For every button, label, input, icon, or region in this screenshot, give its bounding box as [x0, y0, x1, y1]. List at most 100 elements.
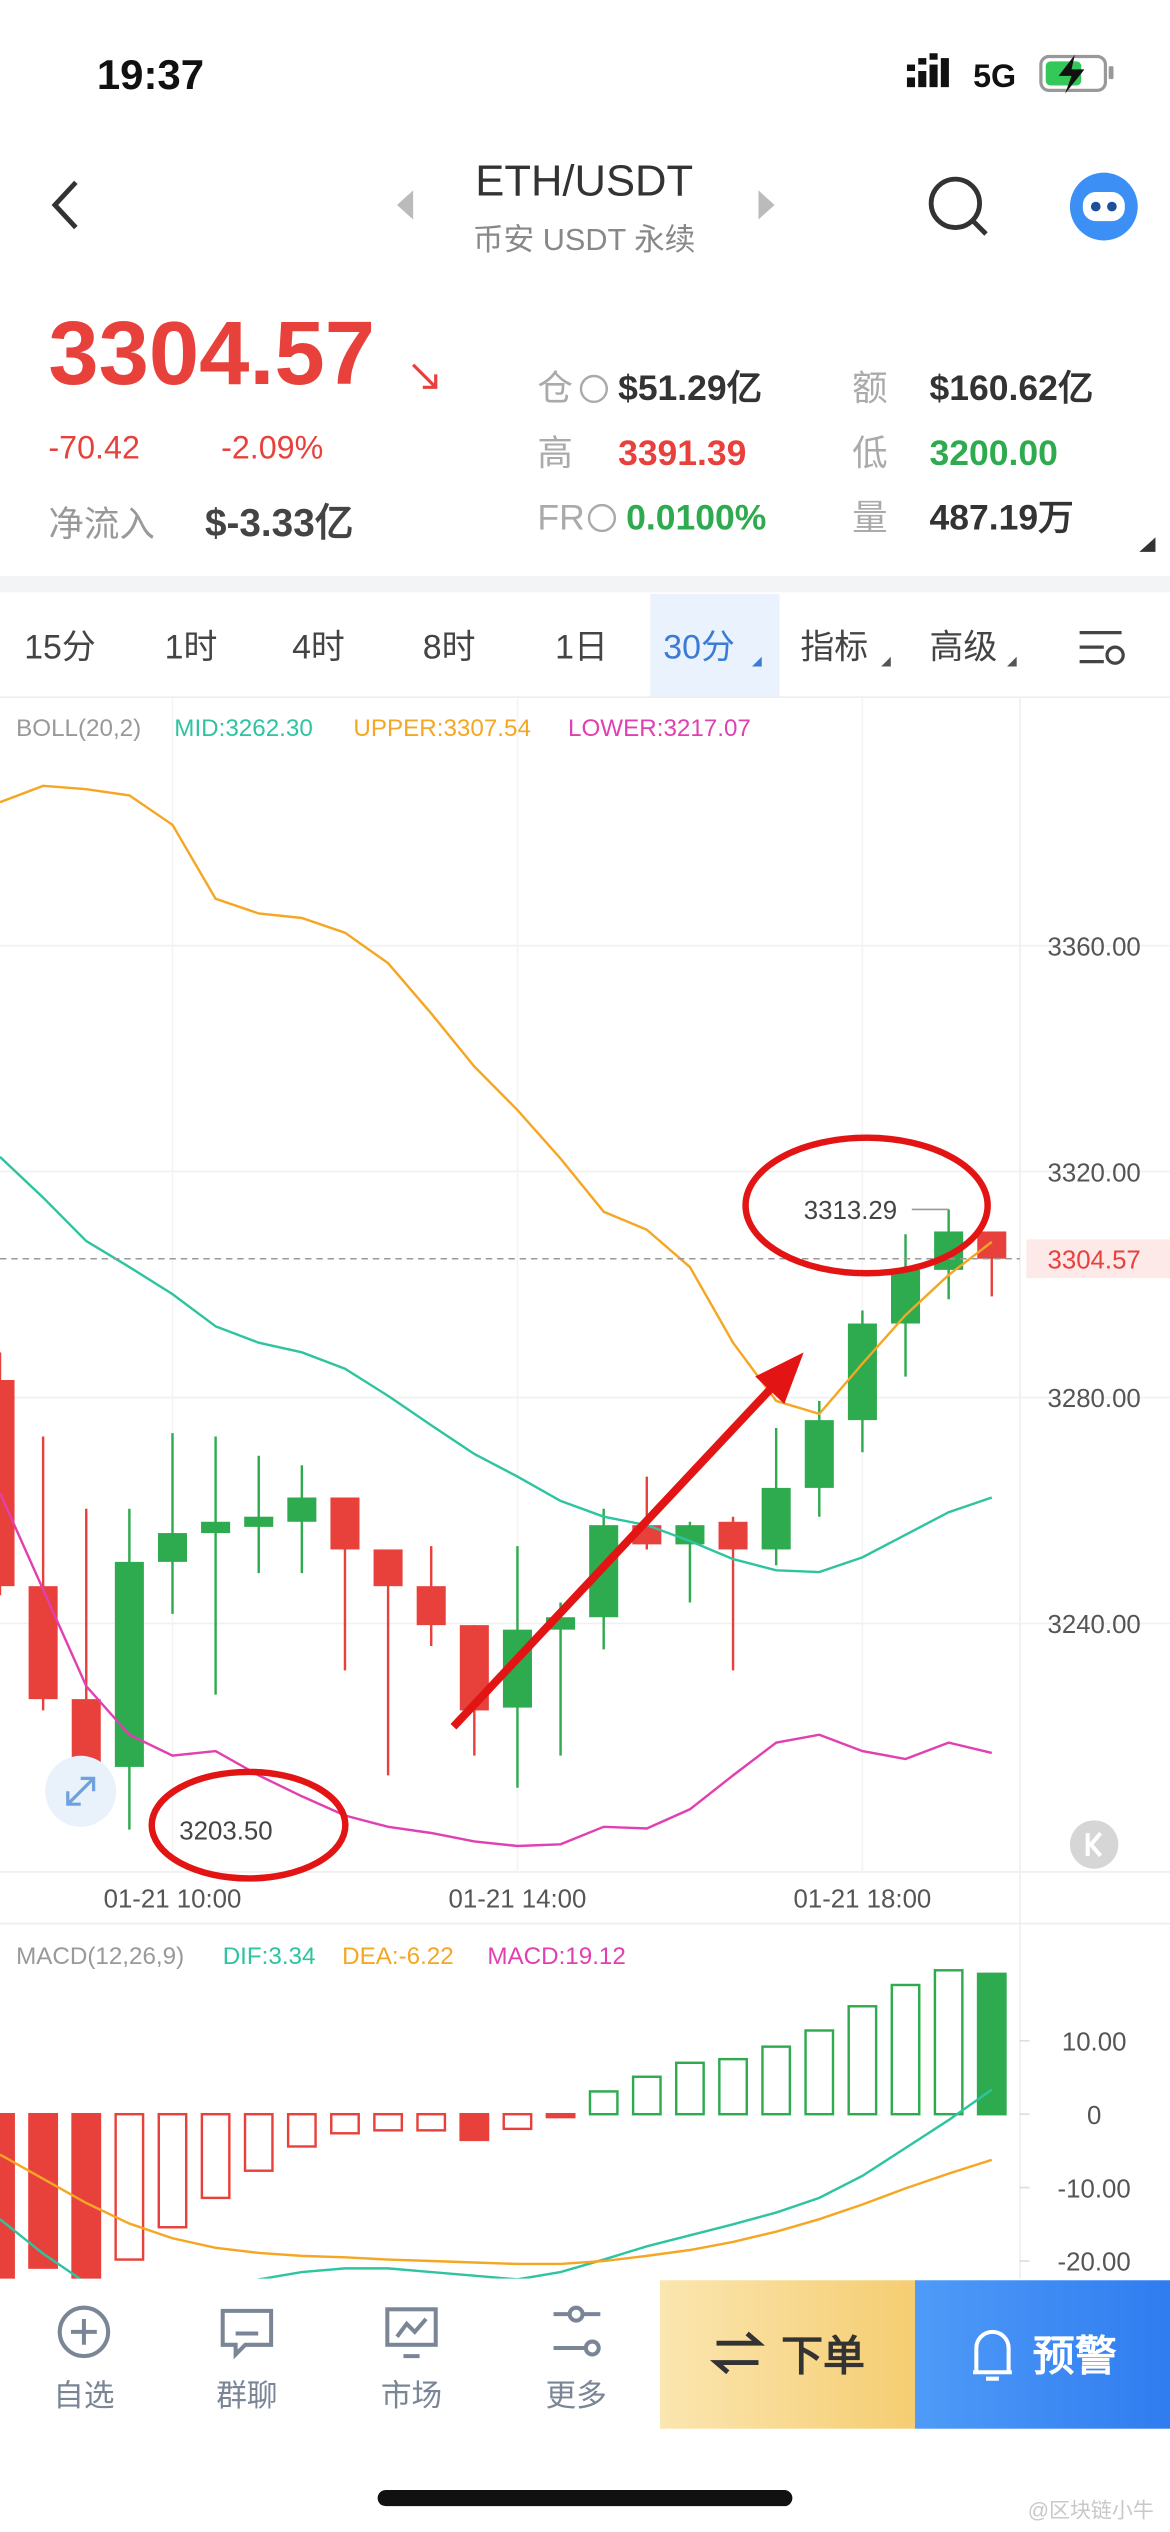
nav-item[interactable]: 市场 — [381, 2379, 442, 2413]
macd-bar — [761, 2045, 792, 2116]
macd-bar — [28, 2112, 59, 2269]
order-button[interactable] — [660, 2280, 916, 2429]
expand-button[interactable] — [45, 1755, 117, 1827]
macd-bar — [0, 2112, 15, 2279]
net-inflow: $-3.33亿 — [205, 502, 354, 545]
candle-body — [977, 1231, 1007, 1259]
candle-body — [28, 1586, 58, 1700]
candle-body — [373, 1549, 403, 1587]
boll-line — [0, 1492, 993, 1848]
change: -70.42 — [48, 429, 139, 465]
macd-bar — [114, 2112, 145, 2261]
timeframe-tab[interactable]: 1时 — [165, 628, 218, 666]
timeframe-tab[interactable]: 4时 — [292, 628, 345, 666]
macd-bar — [243, 2112, 274, 2172]
expand-corner[interactable] — [1139, 537, 1156, 552]
back-button[interactable] — [51, 180, 78, 230]
stat-label: 高 — [537, 433, 573, 473]
candles — [0, 784, 1007, 1848]
macd-legend: DEA:-6.22 — [342, 1943, 454, 1970]
reset-button[interactable] — [1069, 1820, 1119, 1869]
timeframe-tab[interactable]: 30分 — [663, 628, 735, 666]
dropdown-marks — [752, 656, 1017, 667]
y-tick-label: 3320.00 — [1047, 1159, 1140, 1187]
timeframe-tab[interactable]: 指标 — [800, 628, 868, 666]
last-price-tag — [1026, 1239, 1170, 1279]
high-label: 3313.29 — [804, 1197, 897, 1225]
pair-title: ETH/USDT — [475, 157, 693, 205]
y-tick-label: -20.00 — [1058, 2249, 1131, 2277]
macd-bar — [674, 2061, 705, 2116]
trend-arrow — [450, 1381, 778, 1730]
nav-item[interactable]: 自选 — [53, 2379, 114, 2413]
macd-bar — [373, 2112, 404, 2132]
y-tick-label: 3280.00 — [1047, 1385, 1140, 1413]
avatar[interactable] — [1069, 172, 1138, 241]
help-icon[interactable] — [579, 374, 617, 533]
x-tick-label: 01-21 18:00 — [794, 1885, 932, 1913]
macd-bar — [976, 1972, 1007, 2116]
nav-item[interactable]: 更多 — [545, 2379, 606, 2413]
y-tick-label: 3360.00 — [1047, 933, 1140, 961]
nav-bg — [0, 2280, 661, 2429]
indicator-legend: UPPER:3307.54 — [353, 715, 531, 742]
indicator-legend: MID:3262.30 — [174, 715, 312, 742]
settings-icon[interactable] — [1079, 630, 1125, 665]
candle-body — [847, 1323, 877, 1421]
candle-body — [71, 1699, 101, 1767]
trend-arrowhead — [755, 1352, 804, 1404]
last-price-label: 3304.57 — [1047, 1246, 1140, 1274]
macd-bar — [847, 2005, 878, 2116]
macd-legend: MACD:19.12 — [487, 1943, 625, 1970]
search-button[interactable] — [928, 176, 988, 236]
stat-label: 仓 — [537, 368, 573, 408]
macd-bar — [286, 2112, 317, 2148]
order-label[interactable]: 下单 — [781, 2333, 865, 2380]
nav-item[interactable]: 群聊 — [216, 2379, 277, 2413]
watermark: @区块链小牛 — [1028, 2499, 1154, 2522]
prev-pair[interactable] — [396, 190, 414, 220]
timeframe-tab[interactable]: 高级 — [930, 628, 998, 666]
macd-bar — [804, 2029, 835, 2116]
macd-bar — [71, 2112, 102, 2279]
boll-line — [0, 1156, 993, 1574]
timeframe-tab[interactable]: 15分 — [24, 628, 96, 666]
candle-body — [244, 1516, 274, 1527]
stat-label: FR — [537, 497, 584, 537]
indicator-legend: BOLL(20,2) — [16, 715, 141, 742]
y-tick-label: 3240.00 — [1047, 1611, 1140, 1639]
alert-label[interactable]: 预警 — [1033, 2333, 1117, 2380]
macd-line — [0, 2088, 993, 2279]
macd-legend: MACD(12,26,9) — [16, 1943, 184, 1970]
last-price: 3304.57 — [48, 303, 375, 404]
next-pair[interactable] — [758, 190, 775, 220]
candle-body — [416, 1586, 446, 1626]
boll-line — [0, 784, 993, 1416]
change-pct: -2.09% — [221, 429, 323, 465]
macd-bar — [718, 2057, 748, 2116]
candle-body — [804, 1420, 834, 1488]
home-indicator — [377, 2490, 793, 2507]
signal-icon — [906, 53, 949, 88]
timeframe-tab[interactable]: 1日 — [555, 628, 608, 666]
candle-body — [761, 1487, 791, 1550]
macd-plot — [0, 1969, 1007, 2279]
x-tick-label: 01-21 14:00 — [449, 1885, 587, 1913]
nav-icons — [57, 2305, 601, 2360]
low-label: 3203.50 — [179, 1817, 272, 1845]
macd-bar — [933, 1969, 964, 2116]
alert-button[interactable] — [915, 2280, 1170, 2429]
macd-bar — [631, 2075, 662, 2116]
timeframe-tab[interactable]: 8时 — [423, 628, 476, 666]
stat-value: $160.62亿 — [930, 368, 1094, 408]
macd-bar — [330, 2112, 360, 2135]
candle-body — [718, 1521, 748, 1550]
candle-body — [201, 1521, 231, 1534]
highlight-circle — [742, 1134, 991, 1277]
bell-icon — [973, 2329, 1012, 2381]
macd-bar — [890, 1983, 921, 2116]
stat-value: 487.19万 — [930, 497, 1074, 537]
macd-bar — [459, 2112, 490, 2142]
